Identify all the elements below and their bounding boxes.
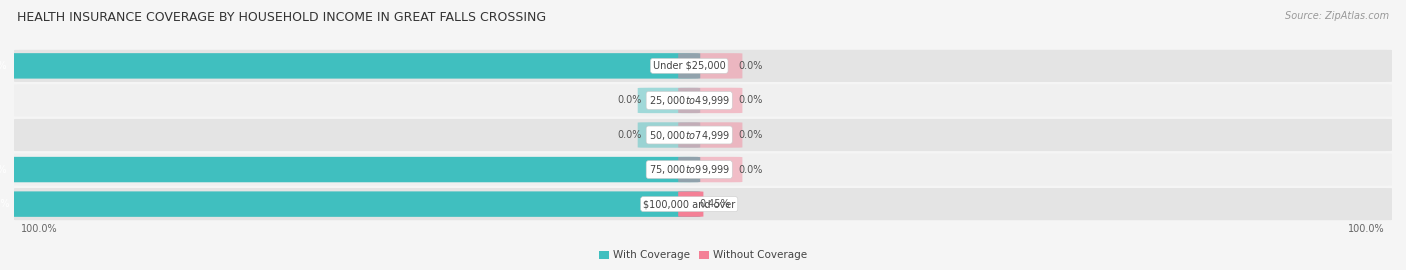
FancyBboxPatch shape	[678, 157, 742, 182]
Text: 0.0%: 0.0%	[617, 95, 641, 106]
Text: Under $25,000: Under $25,000	[652, 61, 725, 71]
Text: Source: ZipAtlas.com: Source: ZipAtlas.com	[1285, 11, 1389, 21]
Text: 0.0%: 0.0%	[738, 130, 762, 140]
Text: 0.45%: 0.45%	[699, 199, 730, 209]
FancyBboxPatch shape	[678, 122, 742, 148]
Text: 100.0%: 100.0%	[1348, 224, 1385, 234]
Text: 0.0%: 0.0%	[617, 130, 641, 140]
FancyBboxPatch shape	[638, 88, 700, 113]
Text: $25,000 to $49,999: $25,000 to $49,999	[648, 94, 730, 107]
Text: 0.0%: 0.0%	[738, 164, 762, 175]
FancyBboxPatch shape	[6, 191, 700, 217]
Legend: With Coverage, Without Coverage: With Coverage, Without Coverage	[595, 246, 811, 265]
Text: 100.0%: 100.0%	[0, 164, 7, 175]
Text: $100,000 and over: $100,000 and over	[643, 199, 735, 209]
FancyBboxPatch shape	[678, 53, 742, 79]
Text: 0.0%: 0.0%	[738, 95, 762, 106]
Text: 100.0%: 100.0%	[0, 61, 7, 71]
FancyBboxPatch shape	[14, 50, 1392, 82]
FancyBboxPatch shape	[638, 122, 700, 148]
FancyBboxPatch shape	[14, 188, 1392, 220]
FancyBboxPatch shape	[678, 191, 703, 217]
FancyBboxPatch shape	[3, 53, 700, 79]
Text: HEALTH INSURANCE COVERAGE BY HOUSEHOLD INCOME IN GREAT FALLS CROSSING: HEALTH INSURANCE COVERAGE BY HOUSEHOLD I…	[17, 11, 546, 24]
Text: 99.6%: 99.6%	[0, 199, 10, 209]
FancyBboxPatch shape	[14, 84, 1392, 117]
Text: 100.0%: 100.0%	[21, 224, 58, 234]
FancyBboxPatch shape	[14, 119, 1392, 151]
FancyBboxPatch shape	[14, 153, 1392, 186]
Text: $75,000 to $99,999: $75,000 to $99,999	[648, 163, 730, 176]
Text: 0.0%: 0.0%	[738, 61, 762, 71]
FancyBboxPatch shape	[678, 88, 742, 113]
Text: $50,000 to $74,999: $50,000 to $74,999	[648, 129, 730, 141]
FancyBboxPatch shape	[3, 157, 700, 182]
